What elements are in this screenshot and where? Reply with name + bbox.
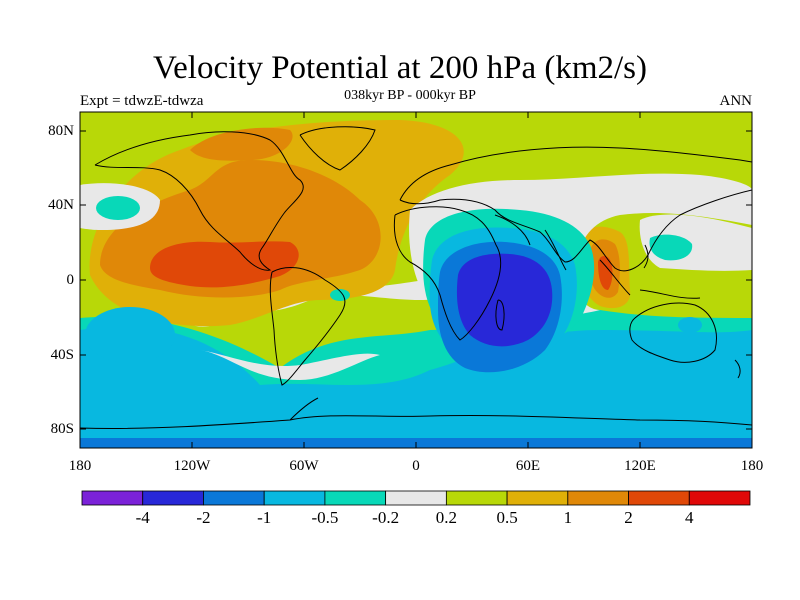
coastline-new-zealand [734, 359, 741, 379]
colorbar-label: -0.5 [311, 508, 339, 527]
contour-band-neg02-wpacific [649, 234, 693, 261]
colorbar-label: 4 [685, 508, 694, 527]
coastlines [80, 126, 752, 429]
lon-label-120e: 120E [624, 458, 656, 474]
colorbar [81, 490, 751, 506]
lat-ticks [80, 130, 752, 430]
colorbar-label: 1 [563, 508, 573, 527]
colorbar-swatch [445, 490, 508, 506]
colorbar-label: -2 [196, 508, 211, 527]
contour-field [80, 112, 752, 448]
colorbar-label: -0.2 [372, 508, 400, 527]
lat-label-80n: 80N [48, 123, 74, 139]
coastline-africa [393, 206, 502, 341]
lon-label-180w: 180 [68, 458, 92, 474]
contour-band-neg05-south [80, 326, 752, 448]
coastline-arabia-india [494, 214, 567, 271]
colorbar-swatch [688, 490, 751, 506]
coastline-madagascar [495, 299, 505, 331]
contour-band-zero-atlantic [180, 277, 470, 327]
lat-label-40s: 40S [50, 347, 74, 363]
colorbar-swatch [324, 490, 387, 506]
lat-label-0: 0 [66, 272, 75, 288]
coastline-greenland [299, 126, 376, 171]
period-label: 038kyr BP - 000kyr BP [344, 88, 476, 103]
contour-band-pos2-asia [598, 256, 613, 290]
colorbar-swatch [81, 490, 144, 506]
colorbar-label: 0.5 [496, 508, 518, 527]
lon-label-60w: 60W [289, 458, 319, 474]
coastline-north-america [94, 131, 304, 271]
colorbar-label: -1 [257, 508, 272, 527]
contour-band-pos2 [150, 241, 299, 288]
lat-label-80s: 80S [50, 421, 74, 437]
colorbar-swatch [385, 490, 447, 506]
coastline-eurasia [399, 146, 752, 272]
contour-band-neg2-indian [456, 253, 553, 347]
colorbar-swatch [142, 490, 204, 506]
lon-label-0: 0 [412, 458, 420, 474]
coastline-antarctica [80, 414, 752, 429]
colorbar-label: -4 [135, 508, 150, 527]
coastline-south-america [269, 267, 346, 386]
coastline-antarctic-peninsula [289, 397, 319, 421]
map-title: Velocity Potential at 200 hPa (km2/s) [152, 50, 648, 86]
contour-eddy-southatlantic [330, 289, 350, 301]
experiment-label: Expt = tdwzE-tdwza [80, 93, 204, 109]
season-label: ANN [719, 93, 753, 109]
coastline-australia [629, 302, 717, 363]
lat-label-40n: 40N [48, 197, 74, 213]
colorbar-swatch [506, 490, 569, 506]
contour-band-zero-south-am [200, 350, 380, 380]
lon-label-120w: 120W [173, 458, 211, 474]
lon-label-60e: 60E [515, 458, 541, 474]
colorbar-swatch [628, 490, 690, 506]
colorbar-swatch [567, 490, 629, 506]
colorbar-swatch [263, 490, 326, 506]
contour-eddy-southpacific [85, 307, 175, 363]
contour-eddy-australia [678, 317, 702, 333]
colorbar-swatch [203, 490, 265, 506]
coastline-southeast-asia [599, 244, 701, 299]
lon-ticks [191, 112, 641, 448]
contour-band-pos1-arctic [190, 127, 293, 161]
colorbar-label: 0.2 [435, 508, 457, 527]
colorbar-label: 2 [624, 508, 633, 527]
contour-eddy-northpacific-core [96, 196, 140, 220]
lon-label-180e: 180 [740, 458, 764, 474]
